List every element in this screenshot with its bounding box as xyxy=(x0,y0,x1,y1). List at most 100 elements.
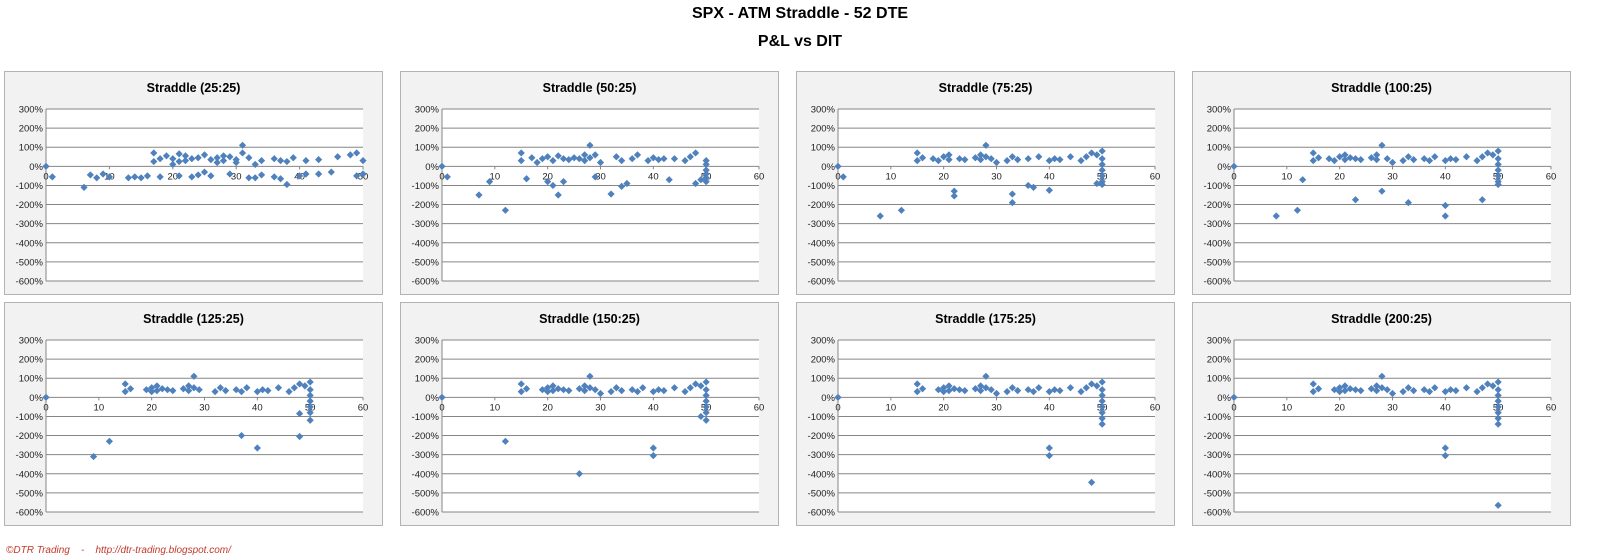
data-point xyxy=(517,157,525,165)
data-point xyxy=(283,180,291,189)
data-point xyxy=(1410,387,1418,395)
x-tick-label: 0 xyxy=(835,171,840,182)
y-tick-label: -600% xyxy=(16,277,44,288)
data-point xyxy=(1098,155,1106,163)
y-tick-label: -300% xyxy=(808,219,836,230)
data-point xyxy=(918,385,927,393)
y-tick-label: 0% xyxy=(821,162,835,173)
y-tick-label: 200% xyxy=(1207,124,1232,135)
data-point xyxy=(93,174,101,182)
plot-area xyxy=(838,340,1155,512)
data-point xyxy=(296,380,304,388)
x-tick-label: 30 xyxy=(1387,171,1398,182)
chart-panel-125: Straddle (125:25) -600% -500% -400% -300% -2… xyxy=(4,302,383,526)
data-point xyxy=(1045,444,1053,452)
x-tick-label: 40 xyxy=(1044,402,1055,413)
x-tick-label: 20 xyxy=(1334,402,1345,413)
x-tick-label: 10 xyxy=(490,171,501,182)
data-point xyxy=(955,386,964,394)
data-point xyxy=(702,166,710,174)
x-tick-label: 30 xyxy=(595,171,606,182)
data-point xyxy=(1098,403,1106,411)
data-point xyxy=(697,382,705,390)
y-tick-label: -200% xyxy=(412,431,440,442)
x-tick-label: 60 xyxy=(754,171,765,182)
data-point xyxy=(1494,420,1502,428)
x-tick-label: 0 xyxy=(439,171,444,182)
data-point xyxy=(665,176,673,184)
x-tick-label: 0 xyxy=(1231,402,1236,413)
data-point xyxy=(1410,156,1418,164)
y-tick-label: 300% xyxy=(1207,336,1232,347)
y-tick-label: 0% xyxy=(821,393,835,404)
y-tick-label: -100% xyxy=(16,412,44,423)
chart-title: Straddle (25:25) xyxy=(146,81,241,95)
y-tick-label: 100% xyxy=(1207,143,1232,154)
data-point xyxy=(522,175,531,183)
data-point xyxy=(257,171,266,179)
data-point xyxy=(591,173,599,181)
chart-panel-200: Straddle (200:25) -600% -500% -400% -300% -2… xyxy=(1192,302,1571,526)
y-tick-label: -500% xyxy=(808,488,836,499)
data-point xyxy=(1098,397,1106,405)
data-point xyxy=(1341,156,1349,164)
y-tick-label: -100% xyxy=(808,412,836,423)
data-point xyxy=(1272,212,1280,220)
y-tick-label: -400% xyxy=(16,238,44,249)
data-point xyxy=(48,173,56,181)
data-point xyxy=(554,152,562,160)
y-tick-label: -300% xyxy=(1204,450,1232,461)
x-tick-label: 0 xyxy=(835,402,840,413)
x-tick-label: 10 xyxy=(94,402,105,413)
data-point xyxy=(315,156,323,164)
data-point xyxy=(190,384,198,392)
data-point xyxy=(219,152,228,160)
data-point xyxy=(124,174,133,182)
data-point xyxy=(1441,201,1449,210)
chart-title: Straddle (75:25) xyxy=(938,81,1033,95)
data-point xyxy=(1431,384,1439,392)
y-tick-label: 300% xyxy=(19,105,44,116)
data-point xyxy=(194,154,202,162)
y-tick-label: 300% xyxy=(1207,105,1232,116)
chart-title: Straddle (150:25) xyxy=(539,312,640,326)
y-tick-label: -300% xyxy=(16,219,44,230)
data-point xyxy=(296,409,304,418)
data-point xyxy=(1357,387,1365,395)
x-tick-label: 20 xyxy=(542,171,553,182)
y-tick-label: 200% xyxy=(19,355,44,366)
x-tick-label: 60 xyxy=(1150,402,1161,413)
y-tick-label: 300% xyxy=(19,336,44,347)
x-tick-label: 20 xyxy=(146,402,157,413)
data-point xyxy=(1489,151,1497,159)
y-tick-label: -600% xyxy=(412,508,440,519)
data-point xyxy=(692,179,700,188)
data-point xyxy=(1447,155,1455,163)
data-point xyxy=(1330,157,1338,165)
data-point xyxy=(660,387,668,395)
data-point xyxy=(150,149,158,157)
data-point xyxy=(359,157,367,165)
x-tick-label: 40 xyxy=(648,171,659,182)
data-point xyxy=(105,437,113,445)
data-point xyxy=(1098,378,1106,386)
data-point xyxy=(1447,386,1455,394)
x-tick-label: 0 xyxy=(1231,171,1236,182)
x-tick-label: 10 xyxy=(886,171,897,182)
y-tick-label: -100% xyxy=(412,181,440,192)
data-point xyxy=(137,174,145,182)
y-tick-label: 300% xyxy=(415,105,440,116)
data-point xyxy=(977,382,985,390)
data-point xyxy=(1494,378,1502,386)
blog-link[interactable]: http://dtr-trading.blogspot.com/ xyxy=(95,545,231,556)
data-point xyxy=(1346,154,1354,162)
y-tick-label: -200% xyxy=(808,200,836,211)
data-point xyxy=(1373,151,1381,159)
data-point xyxy=(681,157,689,165)
y-tick-label: 200% xyxy=(1207,355,1232,366)
data-point xyxy=(1045,157,1053,165)
data-point xyxy=(607,190,615,198)
data-point xyxy=(253,444,261,452)
x-tick-label: 40 xyxy=(648,402,659,413)
data-point xyxy=(1035,384,1043,392)
